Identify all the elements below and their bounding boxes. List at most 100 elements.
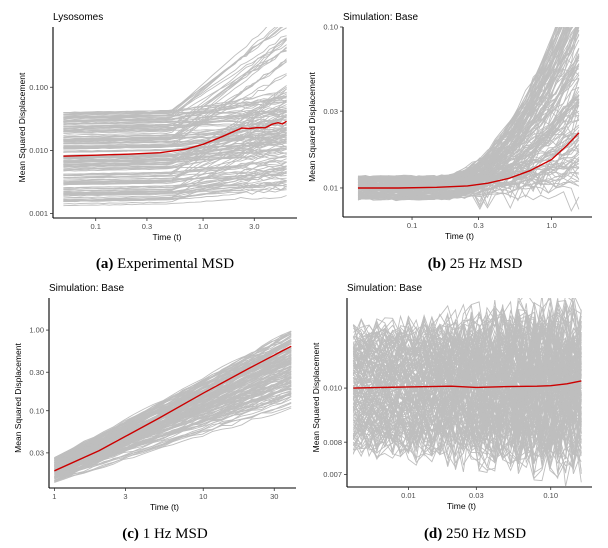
trajectory-line (357, 137, 580, 211)
trajectory-line (63, 138, 287, 144)
trajectory-line (63, 38, 287, 136)
trajectory-line (63, 195, 287, 207)
x-tick-label: 3 (123, 492, 127, 501)
trajectory-line (357, 57, 580, 179)
trajectory-line (63, 135, 287, 181)
trajectory-line (54, 359, 292, 466)
x-axis-label: Time (t) (445, 231, 474, 241)
trajectory-line (63, 132, 287, 201)
caption-text: Experimental MSD (113, 256, 235, 272)
x-tick-label: 0.3 (142, 222, 152, 231)
trajectory-line (352, 362, 582, 442)
y-tick-label: 1.00 (29, 326, 44, 335)
trajectory-line (63, 118, 287, 125)
y-tick-label: 0.010 (323, 384, 342, 393)
trajectory-line (63, 132, 287, 150)
trajectory-line (357, 27, 577, 186)
trajectory-line (63, 122, 287, 128)
y-tick-label: 0.10 (323, 23, 338, 32)
plot-area (357, 27, 580, 212)
caption-c: (c) 1 Hz MSD (70, 526, 260, 543)
plot-title: Lysosomes (53, 12, 103, 23)
trajectory-line (54, 389, 292, 467)
trajectory-line (357, 77, 580, 201)
trajectory-line (63, 141, 287, 159)
y-tick-label: 0.001 (29, 209, 48, 218)
caption-a: (a) Experimental MSD (70, 256, 260, 273)
x-tick-label: 0.1 (407, 221, 417, 230)
trajectory-line (63, 88, 287, 167)
trajectory-line (357, 27, 572, 191)
trajectory-line (357, 99, 580, 206)
trajectory-line (63, 156, 287, 205)
trajectory-line (353, 301, 582, 374)
trajectory-line (63, 189, 287, 203)
x-tick-label: 1.0 (546, 221, 556, 230)
y-tick-label: 0.03 (323, 107, 338, 116)
y-tick-label: 0.03 (29, 448, 44, 457)
trajectory-line (54, 367, 292, 469)
trajectory-line (54, 334, 292, 460)
trajectory-line (352, 343, 582, 411)
caption-letter: (d) (423, 526, 443, 542)
trajectory-line (352, 318, 582, 399)
trajectory-line (357, 98, 580, 186)
trajectory-line (63, 95, 287, 123)
trajectory-line (63, 86, 287, 185)
caption-letter: (c) (122, 526, 139, 542)
y-tick-label: 0.100 (29, 83, 48, 92)
trajectory-line (63, 99, 287, 127)
mean-line (358, 132, 580, 189)
trajectory-line (54, 341, 292, 459)
trajectory-line (63, 165, 287, 171)
y-tick-label: 0.01 (323, 184, 338, 193)
trajectory-line (357, 27, 568, 184)
y-tick-label: 0.30 (29, 368, 44, 377)
x-tick-label: 0.1 (90, 222, 100, 231)
trajectory-line (63, 140, 287, 161)
trajectory-line (63, 180, 287, 202)
trajectory-line (63, 106, 287, 162)
x-tick-label: 0.01 (401, 491, 416, 500)
y-axis-label: Mean Squared Displacement (17, 72, 27, 182)
trajectory-line (352, 298, 582, 378)
y-tick-label: 0.008 (323, 438, 342, 447)
plot-area (54, 330, 292, 483)
x-tick-label: 10 (199, 492, 207, 501)
trajectory-line (54, 341, 292, 463)
trajectory-line (352, 360, 582, 442)
trajectory-line (63, 27, 284, 116)
trajectory-line (54, 377, 292, 474)
plot-area (352, 298, 582, 486)
caption-letter: (b) (427, 256, 447, 272)
x-axis-label: Time (t) (150, 502, 179, 512)
trajectory-line (63, 147, 287, 179)
trajectory-line (63, 128, 287, 147)
trajectory-line (54, 384, 292, 479)
y-tick-label: 0.010 (29, 146, 48, 155)
trajectory-line (352, 380, 582, 460)
trajectory-line (54, 388, 292, 470)
y-axis-label: Mean Squared Displacement (13, 343, 23, 453)
caption-text: 250 Hz MSD (442, 526, 527, 542)
trajectory-line (63, 156, 287, 163)
x-tick-label: 3.0 (249, 222, 259, 231)
trajectory-line (63, 58, 287, 150)
caption-letter: (a) (95, 256, 114, 272)
trajectory-line (63, 107, 287, 131)
mean-line (54, 345, 292, 472)
trajectory-line (54, 389, 292, 467)
trajectory-line (54, 394, 292, 479)
trajectory-line (353, 398, 582, 474)
plot-title: Simulation: Base (347, 283, 422, 294)
trajectory-line (352, 347, 582, 427)
y-axis-label: Mean Squared Displacement (307, 72, 317, 182)
caption-text: 1 Hz MSD (138, 526, 208, 542)
trajectory-line (63, 166, 287, 190)
trajectory-line (54, 407, 292, 483)
trajectory-line (353, 298, 582, 381)
trajectory-line (352, 388, 582, 468)
